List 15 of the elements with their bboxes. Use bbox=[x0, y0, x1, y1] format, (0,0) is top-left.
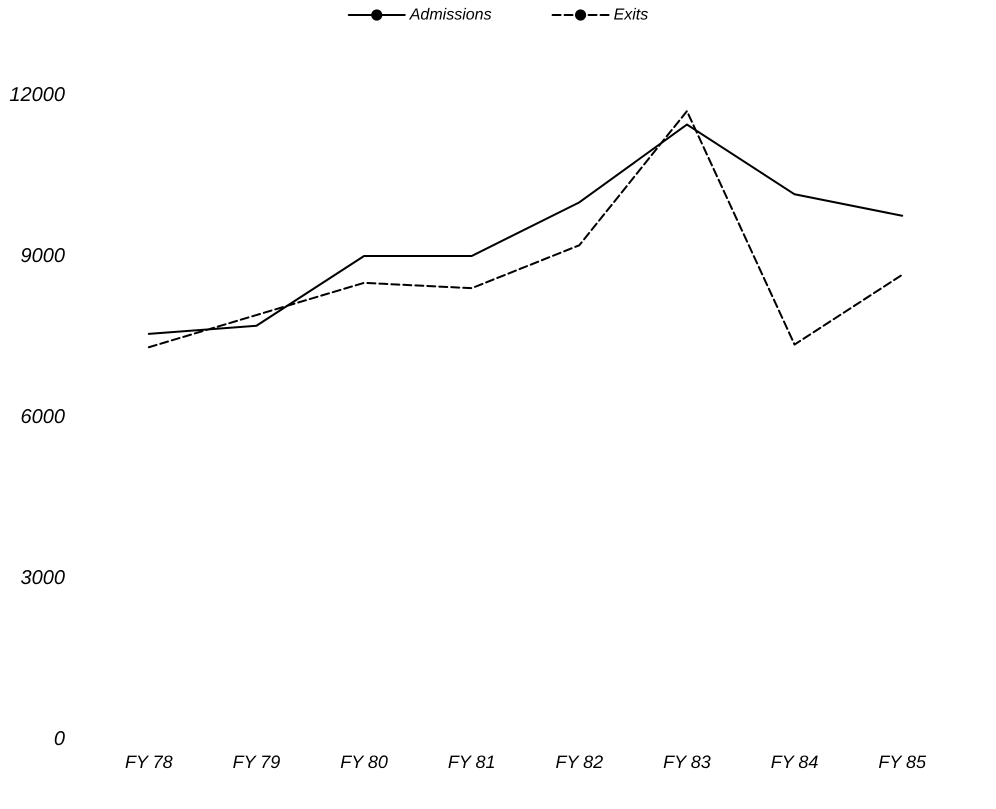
y-tick-label: 6000 bbox=[20, 406, 65, 428]
y-tick-label: 0 bbox=[54, 728, 65, 750]
y-tick-label: 9000 bbox=[20, 245, 65, 267]
x-tick-label: FY 85 bbox=[878, 752, 928, 772]
x-tick-label: FY 83 bbox=[663, 752, 711, 772]
x-tick-label: FY 82 bbox=[555, 752, 604, 772]
legend-label: Admissions bbox=[408, 6, 492, 24]
x-tick-label: FY 78 bbox=[124, 752, 173, 772]
y-tick-label: 3000 bbox=[20, 567, 65, 589]
x-tick-label: FY 80 bbox=[340, 752, 388, 772]
legend-label: Exits bbox=[614, 6, 648, 24]
y-tick-label: 12000 bbox=[9, 84, 65, 106]
x-tick-label: FY 81 bbox=[448, 752, 496, 772]
x-tick-label: FY 79 bbox=[232, 752, 280, 772]
x-tick-label: FY 84 bbox=[770, 752, 818, 772]
